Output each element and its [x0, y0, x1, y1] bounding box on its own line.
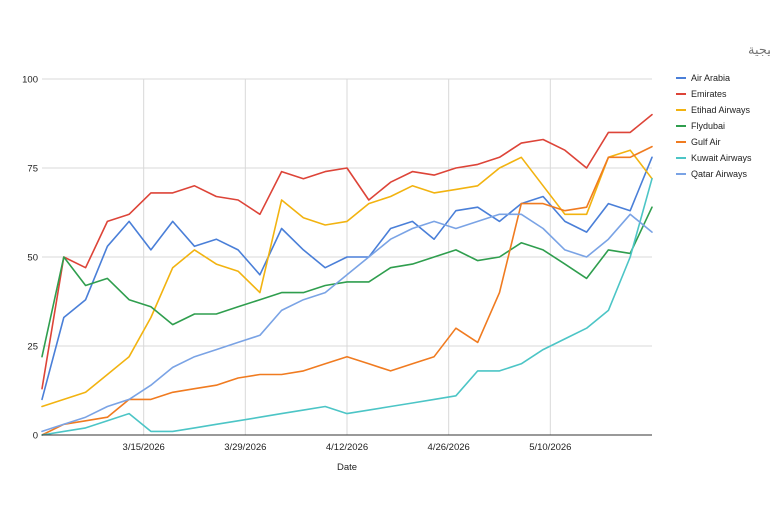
y-tick-label: 0 — [33, 431, 38, 442]
legend: Air Arabia Emirates Etihad Airways Flydubai… — [676, 73, 752, 179]
series-line-kuwait-airways — [41, 177, 653, 436]
x-tick-label: 4/12/2026 — [326, 442, 368, 453]
x-tick-label: 3/15/2026 — [123, 442, 165, 453]
legend-label: Emirates — [691, 89, 727, 99]
legend-item: Etihad Airways — [676, 105, 751, 115]
series-line-qatar-airways — [41, 213, 653, 433]
x-axis-title: Date — [337, 462, 357, 473]
legend-label: Etihad Airways — [691, 105, 751, 115]
chart-title: نسب تعافي شركات الطيران الخليجية — [748, 42, 770, 58]
legend-item: Flydubai — [676, 121, 725, 131]
legend-item: Emirates — [676, 89, 727, 99]
series-line-air-arabia — [41, 156, 653, 401]
x-tick-label: 4/26/2026 — [428, 442, 470, 453]
legend-item: Air Arabia — [676, 73, 730, 83]
legend-item: Qatar Airways — [676, 169, 748, 179]
legend-item: Kuwait Airways — [676, 153, 752, 163]
y-axis-ticks: 0 25 50 75 100 — [22, 75, 38, 442]
y-tick-label: 50 — [27, 253, 38, 264]
legend-label: Qatar Airways — [691, 169, 748, 179]
legend-label: Kuwait Airways — [691, 153, 752, 163]
series-lines — [41, 113, 653, 436]
series-line-gulf-air — [41, 145, 653, 436]
legend-label: Air Arabia — [691, 73, 730, 83]
y-tick-label: 75 — [27, 164, 38, 175]
series-line-emirates — [41, 113, 653, 390]
y-tick-label: 25 — [27, 342, 38, 353]
series-line-etihad-airways — [41, 149, 653, 408]
series-line-flydubai — [41, 206, 653, 358]
y-tick-label: 100 — [22, 75, 38, 86]
legend-label: Flydubai — [691, 121, 725, 131]
x-axis-ticks: 3/15/2026 3/29/2026 4/12/2026 4/26/2026 5/10… — [123, 442, 572, 453]
x-tick-label: 3/29/2026 — [224, 442, 266, 453]
legend-label: Gulf Air — [691, 137, 721, 147]
legend-item: Gulf Air — [676, 137, 721, 147]
x-tick-label: 5/10/2026 — [529, 442, 571, 453]
